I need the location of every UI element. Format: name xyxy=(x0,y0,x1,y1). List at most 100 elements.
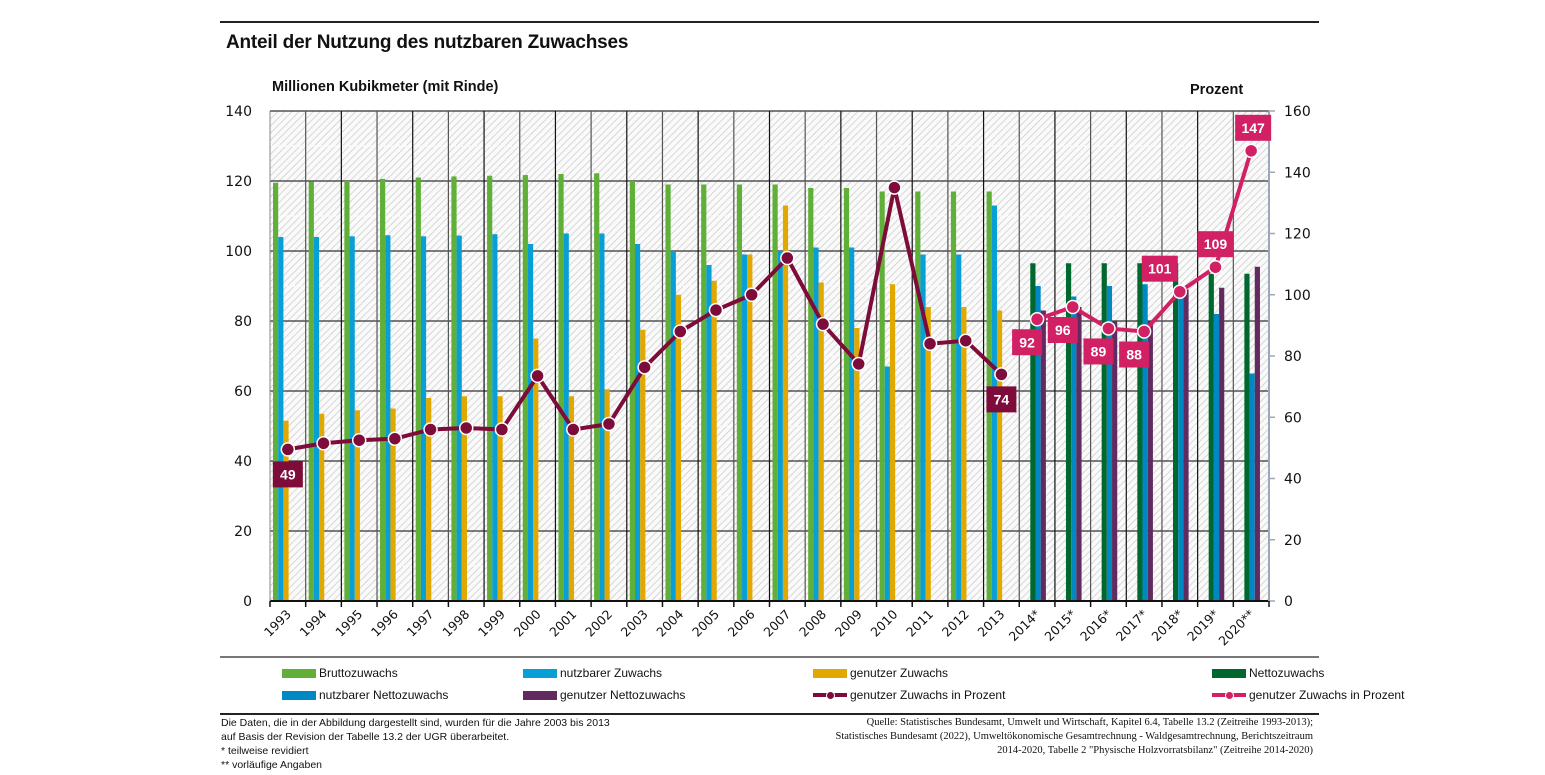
x-tick-label: 2008 xyxy=(796,606,829,639)
bar xyxy=(522,175,528,602)
line-point xyxy=(708,302,724,318)
top-rule xyxy=(220,21,1319,23)
x-tick-label: 2020** xyxy=(1215,607,1257,649)
bar xyxy=(1213,314,1220,601)
data-label: 96 xyxy=(1055,322,1071,338)
footnote-line: auf Basis der Revision der Tabelle 13.2 … xyxy=(221,731,510,743)
footnote-line: Die Daten, die in der Abbildung dargeste… xyxy=(221,717,610,729)
legend-swatch xyxy=(523,668,557,678)
bar xyxy=(634,244,641,601)
x-tick-label: 2014* xyxy=(1006,607,1044,645)
line-point xyxy=(851,356,866,372)
x-tick-label: 2006 xyxy=(725,606,758,639)
x-tick-label: 1996 xyxy=(368,606,401,639)
legend-label: nutzbarer Nettozuwachs xyxy=(319,688,449,702)
y-tick-label-right: 40 xyxy=(1284,472,1302,488)
line-point xyxy=(673,324,688,339)
legend-item: Nettozuwachs xyxy=(1212,666,1324,680)
bar xyxy=(344,181,350,601)
bar xyxy=(813,247,819,601)
bar xyxy=(843,188,850,601)
x-tick-label: 2016* xyxy=(1077,607,1115,645)
x-tick-label: 2004 xyxy=(653,606,686,639)
bar xyxy=(604,389,610,601)
data-label-box xyxy=(1235,114,1272,141)
legend-item: genutzer Zuwachs in Prozent xyxy=(813,688,1005,702)
bar xyxy=(273,182,279,601)
data-label: 101 xyxy=(1148,261,1172,277)
bar xyxy=(1208,273,1214,601)
data-label: 92 xyxy=(1019,334,1035,350)
data-label-box xyxy=(1119,341,1150,368)
bar xyxy=(1173,263,1179,601)
data-label: 74 xyxy=(994,391,1010,407)
bar xyxy=(319,413,325,601)
y-tick-label-left: 20 xyxy=(234,524,252,540)
line-point xyxy=(994,367,1009,382)
bar xyxy=(558,174,564,601)
y-tick-label-right: 80 xyxy=(1284,349,1302,365)
y-tick-label-left: 0 xyxy=(243,594,252,610)
line-point xyxy=(530,368,545,384)
x-tick-label: 2013 xyxy=(974,607,1007,640)
y-tick-label-left: 100 xyxy=(225,244,252,260)
bar xyxy=(492,234,498,601)
legend-swatch xyxy=(523,690,557,700)
bar xyxy=(1101,263,1107,601)
bar xyxy=(925,307,931,601)
bar xyxy=(711,280,717,601)
data-label: 89 xyxy=(1091,343,1107,359)
bar xyxy=(950,191,957,601)
bar xyxy=(629,181,635,601)
y-tick-label-right: 120 xyxy=(1284,227,1311,243)
data-label-box xyxy=(272,461,303,488)
bar xyxy=(354,410,360,601)
x-tick-label: 2009 xyxy=(832,606,865,639)
bar xyxy=(889,284,896,601)
data-label-box xyxy=(1012,329,1043,356)
bar xyxy=(879,191,885,601)
bar xyxy=(920,254,926,601)
line-point xyxy=(1136,324,1152,339)
bar xyxy=(1183,289,1189,601)
bar xyxy=(701,184,707,601)
x-tick-label: 2017* xyxy=(1113,607,1151,645)
x-tick-label: 1998 xyxy=(439,606,472,639)
bar xyxy=(670,251,676,601)
bar xyxy=(956,254,962,601)
bar xyxy=(1040,310,1046,601)
footnote-line: ** vorläufige Angaben xyxy=(221,759,322,771)
line-point xyxy=(744,287,759,302)
bar xyxy=(915,191,921,601)
bar xyxy=(349,236,355,602)
data-label-box xyxy=(986,386,1017,413)
legend-swatch xyxy=(282,668,316,678)
line-point xyxy=(280,442,296,457)
line-point xyxy=(494,422,510,437)
line-point xyxy=(922,336,938,351)
y-tick-label-right: 160 xyxy=(1284,104,1311,120)
legend-item: Bruttozuwachs xyxy=(282,666,398,680)
bar xyxy=(640,329,646,601)
notes-top-rule xyxy=(220,713,1319,715)
bar xyxy=(1137,263,1143,601)
legend-item: genutzer Zuwachs xyxy=(813,666,948,680)
bar xyxy=(747,254,753,601)
y-tick-label-right: 100 xyxy=(1284,288,1311,304)
line-point xyxy=(566,422,581,437)
y-tick-label-left: 80 xyxy=(234,314,252,330)
data-label: 88 xyxy=(1126,347,1142,363)
bar xyxy=(594,173,600,602)
x-tick-label: 2002 xyxy=(582,607,615,640)
legend-swatch xyxy=(1212,668,1246,678)
y-tick-label-right: 0 xyxy=(1284,594,1293,610)
x-tick-label: 1999 xyxy=(475,606,508,639)
line-point xyxy=(887,180,902,195)
bar xyxy=(706,265,712,601)
bar xyxy=(1076,307,1082,601)
bar xyxy=(527,244,534,601)
y-axis-label-right: Prozent xyxy=(1190,82,1244,98)
line-point xyxy=(1029,312,1045,327)
y-tick-label-left: 40 xyxy=(234,454,252,470)
bar xyxy=(283,420,289,601)
